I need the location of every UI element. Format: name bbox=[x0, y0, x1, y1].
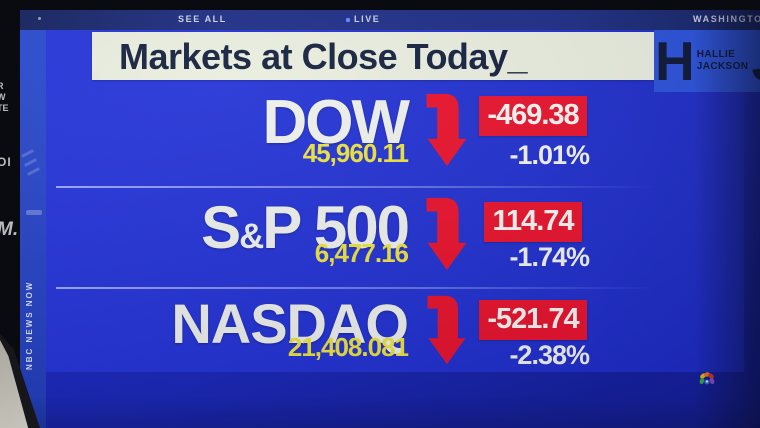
down-arrow-icon bbox=[427, 295, 466, 365]
change-box-row: 114.74 bbox=[468, 202, 598, 242]
logo-letter-j: J bbox=[751, 33, 760, 89]
nbc-slash-marks-icon bbox=[21, 146, 40, 176]
edge-text-fragment: M. bbox=[0, 219, 19, 240]
index-change-nasdaq: -521.74 bbox=[479, 300, 587, 340]
nbc-peacock-icon bbox=[699, 372, 715, 385]
edge-text-fragment: R bbox=[0, 81, 4, 91]
index-name-nasdaq: NASDAQ bbox=[171, 292, 409, 355]
index-percent-sp500: -1.74% bbox=[509, 242, 590, 272]
down-arrow-icon bbox=[426, 93, 467, 167]
channel-vertical-label: NBC NEWS NOW bbox=[25, 280, 34, 370]
index-change-dow: -469.38 bbox=[479, 96, 587, 136]
edge-text-fragment: TE bbox=[0, 103, 9, 113]
bullet-icon bbox=[38, 17, 41, 20]
live-dot-icon bbox=[346, 18, 350, 22]
logo-letter-h: H bbox=[655, 30, 695, 92]
edge-text-fragment: W bbox=[0, 92, 6, 102]
panel-header: Markets at Close Today_ bbox=[92, 32, 656, 80]
show-logo-hallie-jackson: H HALLIE JACKSON J bbox=[654, 30, 760, 92]
down-arrow-icon bbox=[426, 197, 467, 271]
index-change-sp500: 114.74 bbox=[484, 202, 582, 242]
edge-text-fragment: OI bbox=[0, 155, 12, 169]
live-badge: LIVE bbox=[354, 14, 381, 24]
index-value-sp500: 6,477.16 bbox=[314, 238, 409, 268]
index-percent-dow: -1.01% bbox=[509, 140, 590, 170]
panel-title: Markets at Close Today_ bbox=[119, 36, 527, 77]
markets-panel: Markets at Close Today_ DOW 45,960.11 -4… bbox=[46, 30, 744, 372]
strip-dash-icon bbox=[26, 210, 42, 215]
index-value-dow: 45,960.11 bbox=[302, 138, 409, 168]
ampersand: & bbox=[239, 217, 264, 256]
change-box-row: -521.74 bbox=[468, 300, 598, 340]
change-box-row: -469.38 bbox=[468, 96, 598, 136]
channel-side-strip: NBC NEWS NOW bbox=[20, 30, 46, 428]
index-percent-nasdaq: -2.38% bbox=[509, 340, 590, 370]
index-name-dow: DOW bbox=[262, 88, 410, 157]
row-divider bbox=[56, 287, 668, 289]
index-value-nasdaq: 21,408.081 bbox=[287, 332, 409, 362]
see-all-button[interactable]: SEE ALL bbox=[178, 14, 227, 24]
show-host-name: HALLIE JACKSON bbox=[696, 49, 749, 72]
index-name-sp500: S&P 500 bbox=[201, 194, 410, 261]
row-divider bbox=[56, 186, 668, 188]
